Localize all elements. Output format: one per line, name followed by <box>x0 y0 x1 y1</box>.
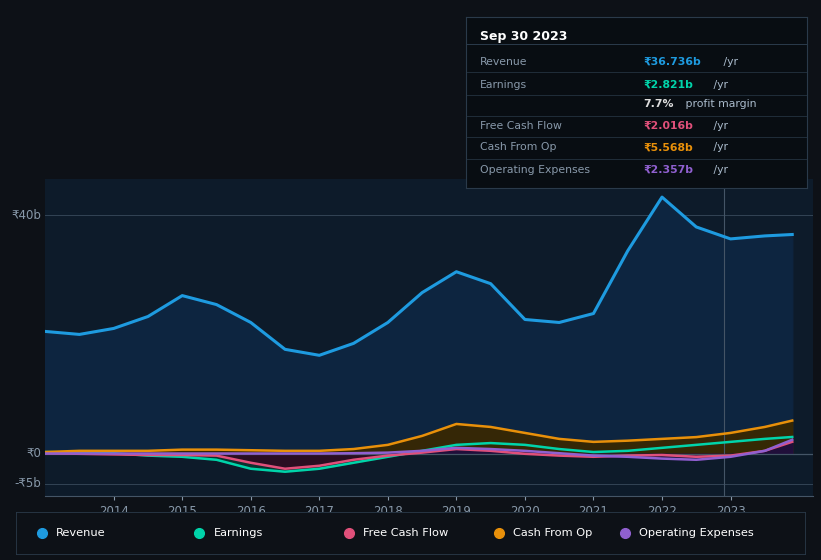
Text: Revenue: Revenue <box>480 57 527 67</box>
Text: Earnings: Earnings <box>480 80 527 90</box>
Text: ₹5.568b: ₹5.568b <box>644 142 693 152</box>
Text: /yr: /yr <box>710 80 728 90</box>
Text: profit margin: profit margin <box>681 99 756 109</box>
Text: Earnings: Earnings <box>213 529 263 538</box>
Text: Cash From Op: Cash From Op <box>513 529 592 538</box>
Text: 7.7%: 7.7% <box>644 99 674 109</box>
Text: Operating Expenses: Operating Expenses <box>639 529 754 538</box>
Text: ₹40b: ₹40b <box>11 208 41 222</box>
Text: ₹2.016b: ₹2.016b <box>644 121 694 131</box>
Text: Operating Expenses: Operating Expenses <box>480 165 590 175</box>
Text: /yr: /yr <box>720 57 738 67</box>
Text: ₹2.357b: ₹2.357b <box>644 165 694 175</box>
Text: Cash From Op: Cash From Op <box>480 142 557 152</box>
Text: /yr: /yr <box>710 142 728 152</box>
Text: Sep 30 2023: Sep 30 2023 <box>480 30 567 44</box>
Text: /yr: /yr <box>710 165 728 175</box>
Text: ₹2.821b: ₹2.821b <box>644 80 694 90</box>
Text: Free Cash Flow: Free Cash Flow <box>363 529 448 538</box>
Text: /yr: /yr <box>710 121 728 131</box>
Text: -₹5b: -₹5b <box>15 477 41 490</box>
Text: Free Cash Flow: Free Cash Flow <box>480 121 562 131</box>
Text: ₹36.736b: ₹36.736b <box>644 57 701 67</box>
Text: ₹0: ₹0 <box>26 447 41 460</box>
Text: Revenue: Revenue <box>56 529 105 538</box>
